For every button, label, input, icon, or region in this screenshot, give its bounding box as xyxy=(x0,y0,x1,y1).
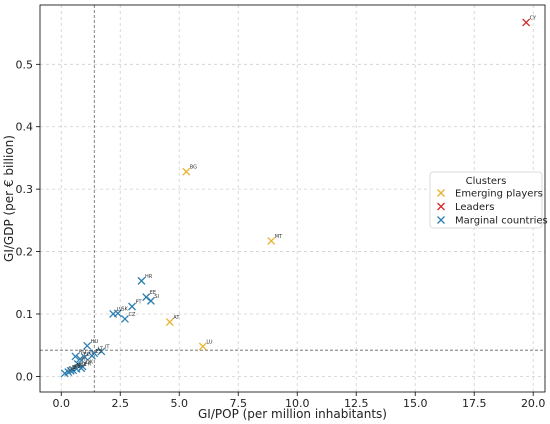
point-label: CZ xyxy=(128,312,135,318)
data-point xyxy=(267,236,276,245)
y-tick-label: 0.5 xyxy=(16,58,34,71)
legend-label: Leaders xyxy=(455,202,495,213)
point-label: BG xyxy=(190,165,197,171)
legend-marker xyxy=(437,202,445,211)
point-label: DK xyxy=(86,359,94,365)
data-point xyxy=(142,293,151,302)
point-label: HR xyxy=(145,274,153,280)
axis-ticks: 0.0 2.5 5.0 7.5 10.0 12.5 15.0 17.5 20.0 0.0 0.1 0.… xyxy=(16,58,546,410)
point-label: IT xyxy=(105,344,110,350)
data-point xyxy=(198,342,207,351)
point-label: PT xyxy=(136,299,143,305)
point-label: EL xyxy=(84,352,90,358)
point-label: MT xyxy=(275,234,283,240)
reference-lines xyxy=(40,5,545,392)
data-point xyxy=(71,352,80,361)
x-tick-label: 5.0 xyxy=(170,397,188,410)
legend-box xyxy=(429,171,543,229)
point-label: HU xyxy=(91,339,99,345)
data-point xyxy=(66,366,75,375)
legend-label: Marginal countries xyxy=(455,216,548,227)
data-point xyxy=(128,302,136,311)
data-point xyxy=(165,318,174,327)
x-tick-label: 15.0 xyxy=(403,397,428,410)
point-label: SK xyxy=(121,306,128,312)
y-tick-label: 0.1 xyxy=(16,308,34,321)
data-point xyxy=(60,369,69,378)
point-label: CY xyxy=(530,15,537,21)
legend-marker xyxy=(437,189,445,197)
x-tick-label: 10.0 xyxy=(285,397,310,410)
data-point xyxy=(83,341,92,350)
point-label: LV xyxy=(117,307,123,313)
point-label: SE xyxy=(74,364,80,370)
x-axis-title: GI/POP (per million inhabitants) xyxy=(198,407,387,421)
point-label: SI xyxy=(154,294,159,300)
y-tick-label: 0.2 xyxy=(16,246,34,259)
y-tick-label: 0.4 xyxy=(16,121,34,134)
point-label: FI xyxy=(81,357,85,363)
data-point xyxy=(137,276,146,285)
point-label: LU xyxy=(206,339,213,345)
x-tick-label: 0.0 xyxy=(52,397,70,410)
data-point xyxy=(87,351,96,360)
legend-title: Clusters xyxy=(466,176,507,187)
point-label: RO xyxy=(79,349,86,355)
y-axis-title: GI/GDP (per € billion) xyxy=(2,135,16,262)
y-tick-label: 0.3 xyxy=(16,183,34,196)
point-label: IE xyxy=(72,365,77,371)
data-point xyxy=(109,310,118,318)
legend-label: Emerging players xyxy=(455,189,543,200)
data-point xyxy=(76,354,85,363)
data-point xyxy=(97,347,106,356)
x-tick-label: 2.5 xyxy=(111,397,129,410)
x-tick-label: 20.0 xyxy=(521,397,546,410)
x-tick-label: 7.5 xyxy=(229,397,247,410)
data-point xyxy=(120,315,129,323)
point-label: DE xyxy=(68,366,75,372)
point-label: PL xyxy=(88,350,94,356)
point-label: LT xyxy=(98,346,104,352)
point-label: EE xyxy=(150,290,156,296)
data-point xyxy=(522,18,531,27)
data-point xyxy=(146,296,155,305)
plot-frame xyxy=(39,4,546,393)
point-label: FR xyxy=(85,361,92,367)
point-label: NL xyxy=(77,363,84,369)
data-point xyxy=(69,366,77,375)
point-label: ES xyxy=(95,349,101,355)
x-tick-label: 12.5 xyxy=(344,397,369,410)
legend-items: Emerging players Leaders Marginal countrie… xyxy=(437,189,548,227)
legend: Clusters Emerging players Leaders Marginal… xyxy=(429,171,548,229)
y-tick-label: 0.0 xyxy=(16,370,34,383)
data-point xyxy=(182,167,191,176)
point-label: BE xyxy=(80,362,87,368)
legend-marker xyxy=(437,216,445,224)
point-label: AT xyxy=(173,315,180,321)
data-point xyxy=(80,353,89,362)
x-tick-label: 17.5 xyxy=(462,397,487,410)
